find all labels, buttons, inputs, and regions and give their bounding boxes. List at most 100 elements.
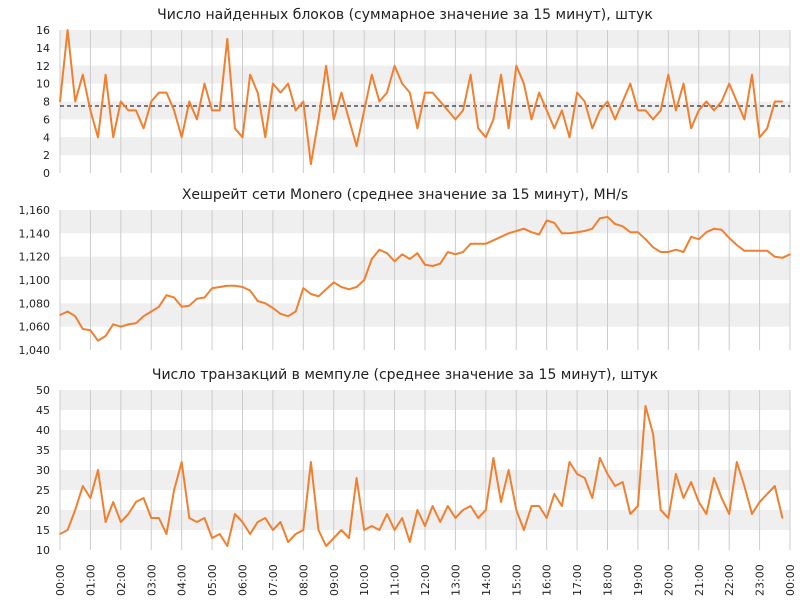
y-tick-label: 15 xyxy=(36,524,50,537)
data-point xyxy=(713,477,715,479)
data-point xyxy=(120,521,122,523)
data-point xyxy=(279,91,282,94)
x-tick-label: 00:00 xyxy=(54,564,67,596)
data-point xyxy=(363,279,365,281)
data-point xyxy=(675,248,677,251)
data-point xyxy=(348,537,350,539)
data-point xyxy=(180,461,183,463)
data-point xyxy=(599,217,601,219)
y-tick-label: 14 xyxy=(36,42,50,55)
chart-hashrate: 1,040 1,060 1,080 1,100 1,120 1,140 1,160 xyxy=(19,204,791,357)
data-point xyxy=(424,91,426,94)
x-tick-label: 18:00 xyxy=(602,564,615,596)
data-point xyxy=(644,238,647,240)
data-point xyxy=(606,216,609,218)
data-point xyxy=(66,529,69,531)
data-point xyxy=(256,300,259,302)
data-point xyxy=(485,243,487,245)
data-point xyxy=(720,497,723,499)
data-point xyxy=(89,329,92,331)
data-point xyxy=(393,64,396,67)
data-point xyxy=(104,335,107,337)
data-point xyxy=(279,313,282,315)
data-point xyxy=(690,236,692,238)
data-point xyxy=(431,265,434,267)
data-point xyxy=(135,322,137,324)
data-point xyxy=(363,109,365,112)
y-tick-label: 12 xyxy=(36,60,50,73)
x-tick-label: 20:00 xyxy=(662,564,675,596)
data-point xyxy=(477,127,480,130)
x-tick-label: 08:00 xyxy=(297,564,310,596)
data-point xyxy=(720,229,723,231)
y-tick-label: 45 xyxy=(36,404,50,417)
data-point xyxy=(530,231,533,233)
x-tick-label: 01:00 xyxy=(84,564,97,596)
data-point xyxy=(576,473,578,475)
y-tick-label: 1,080 xyxy=(19,297,51,310)
data-point xyxy=(158,91,160,94)
data-point xyxy=(234,513,236,515)
data-point xyxy=(614,223,616,225)
data-point xyxy=(507,127,510,130)
data-point xyxy=(89,497,92,499)
data-point xyxy=(431,91,434,94)
data-point xyxy=(241,136,244,139)
data-point xyxy=(370,258,373,260)
data-point xyxy=(66,310,69,313)
data-point xyxy=(249,533,251,535)
data-point xyxy=(507,232,510,235)
data-point xyxy=(690,481,692,483)
data-point xyxy=(226,285,229,287)
y-tick-label: 4 xyxy=(43,131,50,144)
data-point xyxy=(188,517,191,519)
data-point xyxy=(690,127,692,130)
x-tick-label: 07:00 xyxy=(267,564,280,596)
data-point xyxy=(659,251,662,253)
data-point xyxy=(766,250,768,252)
data-point xyxy=(773,100,776,103)
data-point xyxy=(713,109,715,112)
data-point xyxy=(264,136,267,139)
data-point xyxy=(743,485,746,487)
data-point xyxy=(302,529,305,531)
y-tick-label: 16 xyxy=(36,24,50,37)
data-point xyxy=(720,100,723,103)
x-tick-label: 06:00 xyxy=(237,564,250,596)
data-point xyxy=(454,118,457,121)
data-point xyxy=(173,109,175,112)
data-point xyxy=(644,405,647,407)
data-point xyxy=(416,127,419,130)
y-tick-label: 35 xyxy=(36,444,50,457)
x-tick-label: 12:00 xyxy=(419,564,432,596)
data-point xyxy=(758,136,761,139)
data-point xyxy=(439,100,442,103)
data-point xyxy=(408,541,411,543)
data-point xyxy=(431,505,434,507)
data-point xyxy=(165,294,168,296)
data-point xyxy=(629,231,632,233)
data-point xyxy=(256,91,259,94)
data-point xyxy=(196,297,198,300)
data-point xyxy=(477,517,480,519)
data-point xyxy=(758,501,761,503)
data-point xyxy=(439,521,442,523)
data-point xyxy=(743,118,746,121)
data-point xyxy=(553,127,556,130)
data-point xyxy=(272,307,274,309)
data-point xyxy=(652,246,654,249)
data-point xyxy=(188,100,191,103)
x-tick-label: 02:00 xyxy=(115,564,128,596)
data-point xyxy=(553,493,556,495)
data-point xyxy=(226,38,229,40)
data-point xyxy=(515,64,518,67)
data-point xyxy=(408,258,411,260)
data-point xyxy=(454,253,457,256)
data-point xyxy=(682,251,685,253)
data-point xyxy=(659,109,662,112)
x-tick-label: 23:00 xyxy=(754,564,767,596)
data-point xyxy=(203,82,206,85)
y-tick-label: 1,120 xyxy=(19,251,51,264)
y-tick-label: 6 xyxy=(43,113,50,126)
data-point xyxy=(500,73,502,76)
